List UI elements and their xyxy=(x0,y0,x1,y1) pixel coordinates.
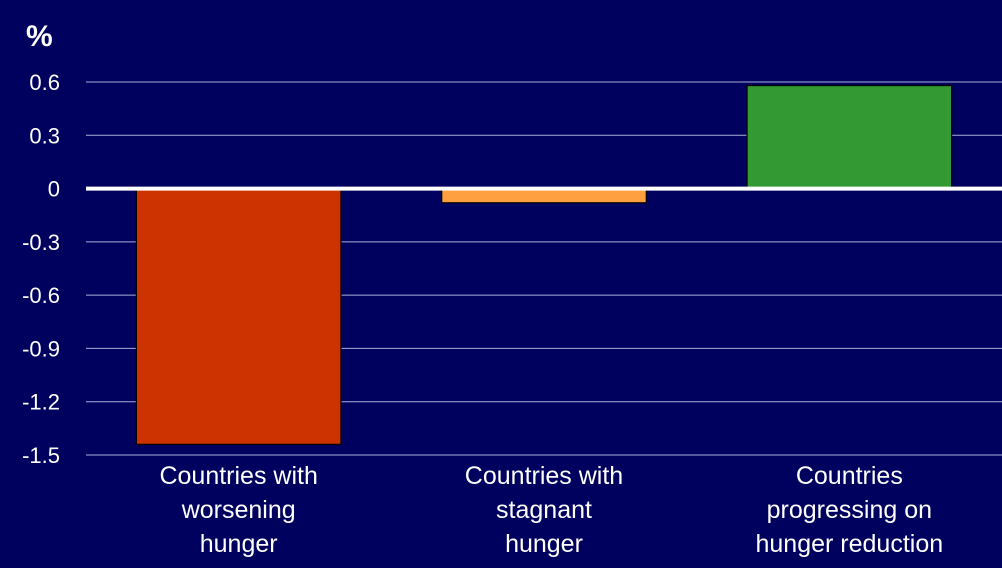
category-label-1: Countries with worsening hunger xyxy=(159,462,317,558)
y-tick-labels: 0.6 0.3 0 -0.3 -0.6 -0.9 -1.2 -1.5 xyxy=(22,70,60,468)
category-label-line: progressing on xyxy=(767,496,932,524)
category-label-2: Countries with stagnant hunger xyxy=(465,462,623,558)
y-tick-label: -0.3 xyxy=(22,230,60,255)
category-label-line: hunger reduction xyxy=(756,530,944,558)
bar-1 xyxy=(135,187,342,445)
y-tick-label: -1.2 xyxy=(22,390,60,415)
y-tick-label: -0.9 xyxy=(22,336,60,361)
y-tick-label: -0.6 xyxy=(22,283,60,308)
y-axis-unit-label: % xyxy=(26,20,53,53)
category-label-line: worsening xyxy=(181,496,296,524)
y-tick-label: -1.5 xyxy=(22,443,60,468)
category-label-3: Countries progressing on hunger reduction xyxy=(756,462,944,558)
bar-3 xyxy=(746,84,953,190)
category-label-line: Countries xyxy=(796,462,903,490)
category-label-line: hunger xyxy=(200,530,278,558)
category-label-line: Countries with xyxy=(465,462,623,490)
bars xyxy=(135,84,953,445)
y-tick-label: 0.6 xyxy=(29,70,60,95)
y-tick-label: 0.3 xyxy=(29,123,60,148)
bar-2 xyxy=(441,187,647,204)
category-label-line: stagnant xyxy=(496,496,592,524)
category-label-line: hunger xyxy=(505,530,583,558)
category-label-line: Countries with xyxy=(159,462,317,490)
y-tick-label: 0 xyxy=(48,177,60,202)
